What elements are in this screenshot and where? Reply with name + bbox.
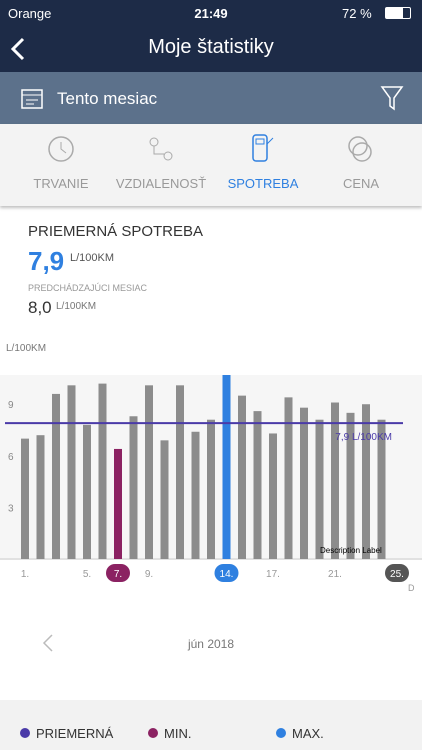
- legend-dot: [20, 728, 30, 738]
- filter-bar[interactable]: Tento mesiac: [0, 72, 422, 124]
- legend-item: MIN.: [148, 726, 191, 741]
- bar: [52, 393, 60, 559]
- battery: 72 %: [342, 6, 372, 21]
- back-button[interactable]: [8, 36, 28, 62]
- bar: [269, 433, 277, 559]
- time: 21:49: [194, 6, 228, 21]
- bar: [67, 385, 76, 559]
- x-tick-label: 25.: [390, 569, 404, 580]
- bar: [83, 424, 91, 559]
- tab[interactable]: VZDIALENOSŤ: [115, 176, 207, 191]
- y-tick-label: 9: [8, 400, 14, 411]
- legend-label: MAX.: [292, 726, 324, 741]
- legend-dot: [276, 728, 286, 738]
- bar: [176, 385, 184, 559]
- bar: [362, 404, 370, 559]
- legend-label: MIN.: [164, 726, 192, 741]
- month-label: jún 2018: [187, 637, 235, 651]
- x-label-badge: [106, 564, 130, 582]
- x-label-badge: [214, 564, 239, 582]
- tabs: TRVANIE VZDIALENOSŤ SPOTREBA CENA: [0, 124, 422, 206]
- carrier: Orange: [8, 6, 52, 21]
- bar: [160, 440, 169, 559]
- bar: [207, 419, 215, 559]
- legend-item: PRIEMERNÁ: [20, 726, 113, 741]
- bar: [129, 416, 138, 559]
- legend-label: PRIEMERNÁ: [36, 726, 114, 741]
- filter-icon[interactable]: [380, 84, 404, 112]
- bar: [315, 419, 324, 559]
- previous-label: PREDCHÁDZAJÚCI MESIAC: [28, 283, 148, 293]
- bar: [36, 435, 45, 559]
- x-tick-label: 21.: [328, 569, 342, 580]
- x-tick-label: 7.: [114, 569, 122, 580]
- tab-icon: [48, 136, 74, 162]
- filter-label: Tento mesiac: [57, 89, 158, 108]
- bar: [377, 419, 386, 559]
- bar: [98, 383, 107, 559]
- calendar-icon: [21, 89, 43, 109]
- top-bar: Orange 21:49 72 % Moje štatistiky: [0, 0, 422, 72]
- bar: [346, 412, 355, 559]
- x-tick-label: 1.: [21, 569, 29, 580]
- bar: [191, 431, 200, 559]
- bar: [253, 411, 262, 559]
- tab-icon: [149, 137, 173, 161]
- y-tick-label: 3: [8, 503, 14, 514]
- summary-title: PRIEMERNÁ SPOTREBA: [28, 223, 204, 240]
- x-label-badge: [385, 564, 409, 582]
- y-tick-label: 6: [8, 452, 14, 463]
- tab-active[interactable]: SPOTREBA: [227, 176, 299, 191]
- previous-unit: L/100KM: [56, 301, 97, 312]
- tab-icon: [252, 134, 274, 162]
- summary-unit: L/100KM: [70, 252, 115, 264]
- x-tick-label: 14.: [220, 569, 234, 580]
- x-tick-label: 5.: [83, 569, 91, 580]
- x-unit: D: [408, 583, 415, 593]
- bar: [238, 395, 246, 559]
- x-tick-label: 9.: [145, 569, 153, 580]
- y-axis-label: L/100KM: [6, 343, 46, 354]
- bar: [300, 407, 308, 559]
- average-label: 7,9 L/100KM: [335, 432, 392, 443]
- battery-icon: [385, 7, 411, 19]
- legend-item: MAX.: [276, 726, 324, 741]
- summary-value: 7,9: [28, 246, 65, 276]
- bar: [284, 397, 293, 559]
- prev-month[interactable]: [40, 632, 56, 654]
- header-title: Moje štatistiky: [148, 36, 274, 58]
- legend: PRIEMERNÁ MIN. MAX.: [0, 700, 422, 750]
- tab-icon: [348, 136, 372, 162]
- legend-dot: [148, 728, 158, 738]
- bar: [114, 448, 122, 559]
- tab[interactable]: CENA: [342, 176, 380, 191]
- x-tick-label: 17.: [266, 569, 280, 580]
- bar: [222, 375, 231, 559]
- bar: [21, 438, 29, 559]
- bar: [331, 402, 339, 559]
- bar: [145, 385, 153, 559]
- tab[interactable]: TRVANIE: [33, 176, 89, 191]
- previous-value: 8,0: [28, 298, 52, 317]
- annotation: Description Label: [320, 546, 382, 555]
- chart: L/100KM 3 6 9 1. 5. 7. 9. 14. 17. 21. 25. 7,9 L/100K…: [0, 343, 422, 593]
